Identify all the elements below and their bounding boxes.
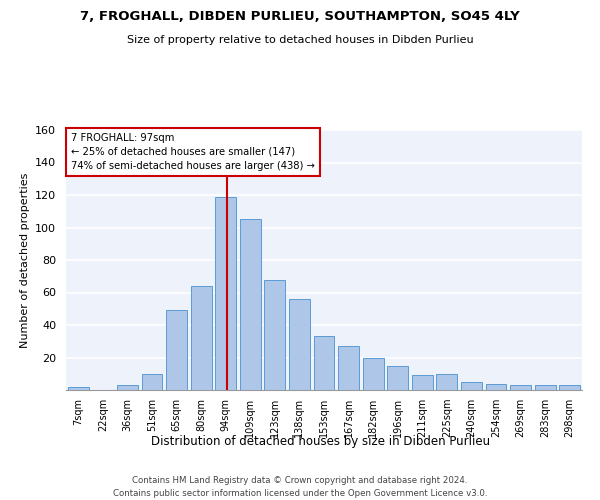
Bar bbox=[510, 385, 531, 390]
Text: 7 FROGHALL: 97sqm
← 25% of detached houses are smaller (147)
74% of semi-detache: 7 FROGHALL: 97sqm ← 25% of detached hous… bbox=[71, 132, 315, 170]
Bar bbox=[485, 384, 506, 390]
Bar bbox=[215, 196, 236, 390]
Bar bbox=[387, 366, 408, 390]
Text: Distribution of detached houses by size in Dibden Purlieu: Distribution of detached houses by size … bbox=[151, 435, 491, 448]
Bar bbox=[265, 280, 286, 390]
Y-axis label: Number of detached properties: Number of detached properties bbox=[20, 172, 29, 348]
Bar bbox=[289, 299, 310, 390]
Bar bbox=[436, 374, 457, 390]
Bar bbox=[191, 286, 212, 390]
Bar bbox=[166, 310, 187, 390]
Bar bbox=[535, 385, 556, 390]
Bar bbox=[314, 336, 334, 390]
Bar bbox=[240, 220, 261, 390]
Text: Contains HM Land Registry data © Crown copyright and database right 2024.
Contai: Contains HM Land Registry data © Crown c… bbox=[113, 476, 487, 498]
Bar bbox=[142, 374, 163, 390]
Bar bbox=[338, 346, 359, 390]
Bar bbox=[362, 358, 383, 390]
Bar bbox=[117, 385, 138, 390]
Bar bbox=[559, 385, 580, 390]
Bar bbox=[412, 376, 433, 390]
Text: 7, FROGHALL, DIBDEN PURLIEU, SOUTHAMPTON, SO45 4LY: 7, FROGHALL, DIBDEN PURLIEU, SOUTHAMPTON… bbox=[80, 10, 520, 23]
Bar bbox=[461, 382, 482, 390]
Bar bbox=[68, 387, 89, 390]
Text: Size of property relative to detached houses in Dibden Purlieu: Size of property relative to detached ho… bbox=[127, 35, 473, 45]
